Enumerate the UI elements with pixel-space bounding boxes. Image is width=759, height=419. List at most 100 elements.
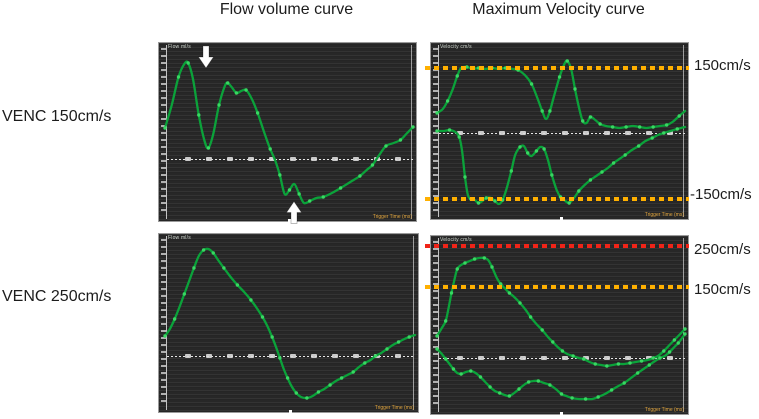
data-point	[443, 357, 448, 361]
bottom-marker	[287, 219, 291, 222]
ref-line-150cms	[425, 197, 689, 201]
data-point	[567, 201, 571, 205]
y-axis-tick	[433, 76, 438, 78]
data-point	[526, 151, 530, 155]
data-point	[662, 349, 666, 353]
y-axis-tick	[161, 83, 166, 85]
y-axis-tick	[161, 125, 166, 127]
column-header-flow-volume: Flow volume curve	[219, 1, 354, 18]
ref-label-250: 250cm/s	[694, 241, 751, 258]
ref-label-150: 150cm/s	[694, 281, 751, 298]
x-axis-tick-label	[311, 157, 317, 161]
y-axis-tick	[161, 288, 166, 290]
data-point	[518, 145, 522, 149]
panel-velocity-venc250: Velocity cm/s Trigger Time (ms)	[425, 235, 689, 415]
ref-line-150cms	[425, 285, 689, 289]
x-axis-title: Trigger Time (ms)	[374, 405, 414, 411]
y-axis-tick	[433, 111, 438, 113]
x-axis-tick-label	[290, 157, 296, 161]
data-point	[222, 266, 226, 270]
data-point	[588, 115, 593, 119]
y-axis-tick	[433, 174, 438, 176]
data-point	[588, 178, 593, 182]
data-point	[278, 356, 282, 360]
right-edge-line	[683, 45, 684, 217]
y-axis-tick	[161, 104, 166, 106]
x-axis-tick-label	[604, 356, 610, 360]
data-point	[294, 391, 298, 395]
data-point	[593, 362, 597, 366]
x-axis-tick-label	[583, 356, 589, 360]
data-point	[581, 119, 585, 123]
y-axis-tick	[161, 195, 166, 197]
y-axis-tick	[433, 339, 438, 341]
y-axis-tick	[433, 395, 438, 397]
y-axis-title: Velocity cm/s	[440, 237, 472, 243]
x-axis-tick-label	[520, 356, 526, 360]
y-axis-tick	[433, 118, 438, 120]
data-point	[683, 332, 687, 336]
data-point	[610, 125, 615, 129]
series-min-velocity	[435, 125, 687, 206]
data-point	[478, 375, 483, 379]
y-axis-tick	[433, 48, 438, 50]
y-axis-tick	[433, 97, 438, 99]
y-axis-tick	[161, 274, 166, 276]
x-axis-tick-label	[541, 131, 547, 135]
data-point	[509, 169, 514, 173]
y-axis-tick	[161, 281, 166, 283]
y-axis-tick	[161, 267, 166, 269]
y-axis-tick	[161, 160, 166, 162]
y-axis-tick	[433, 195, 438, 197]
x-axis-title: Trigger Time (ms)	[644, 212, 684, 218]
y-axis-tick	[161, 316, 166, 318]
data-point	[211, 251, 215, 255]
data-point	[435, 129, 439, 133]
y-axis-tick	[433, 318, 438, 320]
data-point	[172, 317, 177, 321]
x-axis-tick-label	[311, 354, 317, 358]
x-axis-tick-label	[269, 157, 275, 161]
data-point	[676, 341, 680, 345]
x-axis-tick-label	[499, 131, 505, 135]
data-point	[457, 135, 461, 139]
data-point	[600, 170, 604, 174]
y-axis-tick	[433, 332, 438, 334]
data-point	[548, 383, 552, 387]
data-point	[482, 256, 486, 260]
data-point	[407, 335, 411, 339]
y-axis-tick	[433, 346, 438, 348]
data-point	[285, 376, 290, 380]
data-point	[628, 361, 632, 365]
y-axis-line	[166, 45, 167, 219]
x-axis-tick-label	[541, 356, 547, 360]
data-point	[201, 248, 206, 252]
data-point	[507, 394, 512, 398]
y-axis-tick	[433, 269, 438, 271]
data-point	[507, 291, 512, 295]
y-axis-tick	[161, 302, 166, 304]
data-point	[667, 350, 672, 354]
data-point	[540, 109, 544, 113]
y-axis-tick	[433, 388, 438, 390]
y-axis-tick	[433, 304, 438, 306]
data-point	[650, 136, 654, 140]
y-axis-tick	[433, 181, 438, 183]
x-axis-tick-label	[332, 354, 338, 358]
data-point	[616, 362, 621, 366]
y-axis-tick	[161, 132, 166, 134]
right-edge-line	[413, 236, 414, 410]
x-axis-tick-label	[353, 354, 359, 358]
data-point	[651, 125, 655, 129]
y-axis-tick	[161, 62, 166, 64]
data-point	[476, 201, 481, 205]
y-axis-tick	[433, 255, 438, 257]
x-axis-tick-label	[206, 157, 212, 161]
y-axis-tick	[161, 76, 166, 78]
data-point	[636, 371, 640, 375]
x-axis-tick-label	[332, 157, 338, 161]
y-axis-tick	[433, 283, 438, 285]
data-point	[622, 381, 626, 385]
column-header-max-velocity: Maximum Velocity curve	[472, 1, 645, 18]
data-point	[384, 144, 388, 148]
